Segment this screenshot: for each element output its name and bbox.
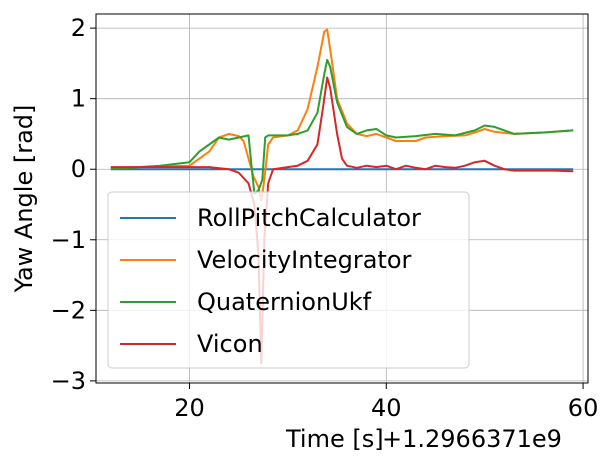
legend-label-rollpitchcalculator: RollPitchCalculator	[197, 204, 421, 232]
x-tick-label: 60	[568, 394, 599, 422]
y-tick-label: −2	[51, 296, 86, 324]
x-tick-label: 20	[174, 394, 205, 422]
y-tick-label: 1	[71, 85, 86, 113]
x-tick-label: 40	[371, 394, 402, 422]
x-axis-offset-text: +1.2966371e9	[382, 425, 562, 453]
series-line-quaternionukf	[110, 58, 574, 195]
legend: RollPitchCalculator VelocityIntegrator Qua…	[107, 191, 470, 369]
legend-label-velocityintegrator: VelocityIntegrator	[197, 246, 412, 274]
y-axis-label: Yaw Angle [rad]	[10, 105, 38, 294]
legend-label-vicon: Vicon	[197, 330, 263, 358]
y-tick-label: −3	[51, 367, 86, 395]
y-tick-label: 2	[71, 14, 86, 42]
x-axis-label: Time [s]	[285, 425, 384, 453]
y-tick-label: −1	[51, 226, 86, 254]
legend-label-quaternionukf: QuaternionUkf	[197, 288, 372, 316]
legend-box	[107, 191, 470, 369]
ticks: 20 40 60 −3 −2 −1 0 1 2	[51, 14, 599, 422]
y-tick-label: 0	[71, 155, 86, 183]
plot-frame	[95, 13, 589, 384]
